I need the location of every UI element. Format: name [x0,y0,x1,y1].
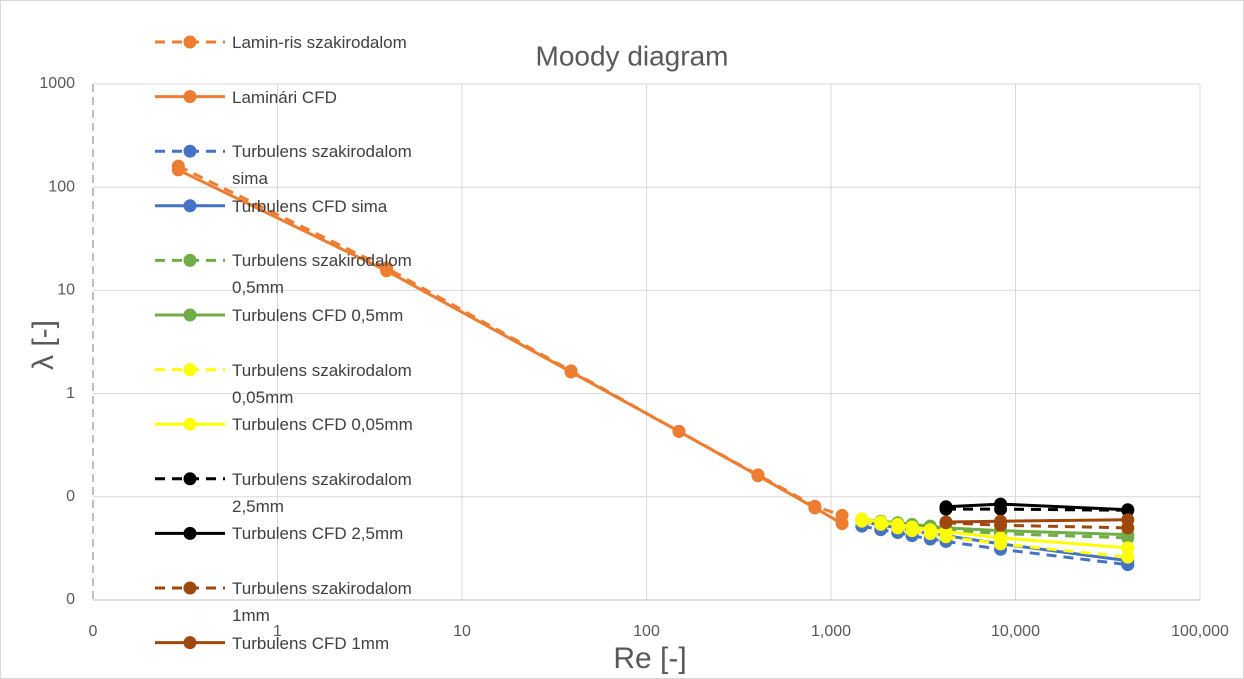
data-point [874,515,888,529]
x-tick-label: 100 [633,623,660,640]
series-line [945,521,1128,530]
legend-label: Turbulens CFD 0,5mm [232,306,404,325]
data-point [891,517,905,531]
data-point [994,514,1008,528]
legend-label: Turbulens szakirodalom 2,5mm [232,469,412,516]
legend-label: Turbulens szakirodalom 1mm [232,579,412,625]
legend-marker [183,144,197,158]
data-point [380,264,394,278]
data-point [994,531,1008,545]
legend-marker [183,526,197,540]
legend-label: Lamin-ris szakirodalom [232,33,407,52]
legend-label: Laminári CFD [232,87,337,107]
data-point [855,512,869,526]
legend-marker [183,472,197,486]
data-point [751,469,765,483]
x-tick-label: 10,000 [991,623,1040,640]
data-point [564,365,578,379]
data-point [1121,503,1135,517]
legend-label: Turbulens CFD 0,05mm [232,415,413,435]
legend-label: Turbulens CFD 2,5mm [232,524,404,544]
data-point [1121,541,1135,555]
legend-marker [183,363,197,377]
y-tick-label: 0 [66,488,75,505]
x-tick-label: 1 [273,623,282,640]
chart-title: Moody diagram [536,40,729,71]
data-point [994,497,1008,511]
y-tick-label: 100 [48,178,75,195]
data-point [923,523,937,537]
data-point [835,517,849,531]
legend-label: Turbulens szakirodalom sima [232,142,412,189]
x-tick-label: 100,000 [1171,623,1229,640]
data-point [171,163,185,177]
series-line [945,518,1128,524]
legend-label: Turbulens szakirodalom 0,05mm [232,360,412,407]
y-tick-label: 0 [66,591,75,608]
legend-marker [183,199,197,213]
data-point [905,520,919,534]
legend-label: Turbulens szakirodalom 0,5mm [232,251,412,298]
x-axis-label: Re [-] [613,642,686,675]
y-axis-label: λ [-] [27,320,60,370]
x-tick-label: 1,000 [811,623,851,640]
data-point [1121,513,1135,527]
legend-marker [183,636,197,650]
legend-label: Turbulens CFD sima [232,196,388,216]
legend-marker [183,253,197,267]
data-point [939,515,953,529]
data-point [939,500,953,514]
legend-marker [183,35,197,49]
legend-marker [183,308,197,322]
legend-marker [183,581,197,595]
legend-marker [183,90,197,104]
legend-marker [183,417,197,431]
y-tick-label: 10 [57,282,75,299]
x-tick-label: 10 [453,623,471,640]
data-point [672,424,686,438]
data-point [808,501,822,515]
legend-label: Turbulens CFD 1mm [232,633,390,653]
y-tick-label: 1 [66,385,75,402]
x-tick-label: 0 [89,623,98,640]
data-point [1121,550,1135,564]
y-tick-label: 1000 [39,75,75,92]
